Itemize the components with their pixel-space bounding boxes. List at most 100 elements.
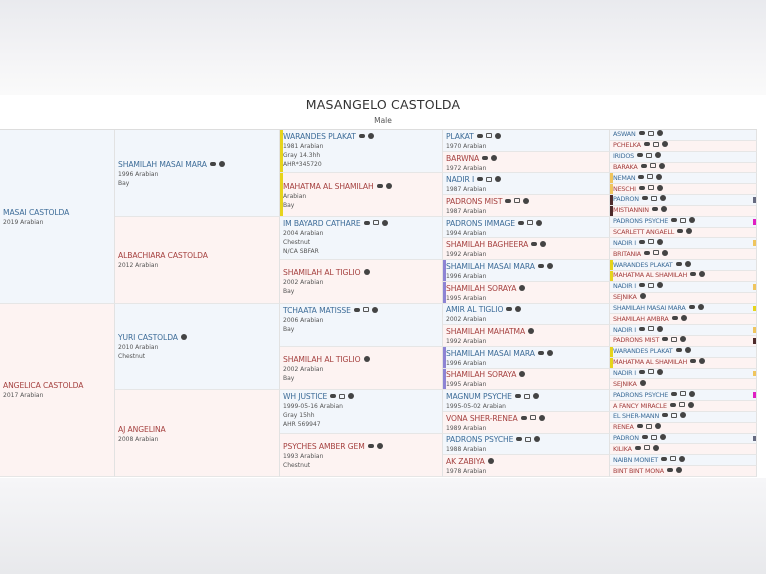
photo-icon[interactable] [643,445,650,451]
comment-icon[interactable] [636,424,643,429]
comment-icon[interactable] [358,134,365,138]
horse-name-link[interactable]: BARAKA [613,162,638,171]
horse-name-link[interactable]: VONA SHER-RENEA [446,413,518,423]
horse-name-link[interactable]: WARANDES PLAKAT [283,132,356,141]
info-icon[interactable] [523,197,530,204]
comment-icon[interactable] [537,263,544,268]
comment-icon[interactable] [638,239,645,244]
info-icon[interactable] [656,173,663,180]
comment-icon[interactable] [367,443,374,448]
photo-icon[interactable] [678,402,685,408]
info-icon[interactable] [538,414,545,421]
comment-icon[interactable] [330,394,337,399]
info-icon[interactable] [381,219,388,226]
photo-icon[interactable] [650,434,657,440]
info-icon[interactable] [689,217,696,224]
horse-name-link[interactable]: BRITANIA [613,249,641,258]
comment-icon[interactable] [353,307,360,312]
comment-icon[interactable] [662,337,669,342]
horse-name-link[interactable]: SCARLETT ANGAELL [613,228,675,237]
comment-icon[interactable] [660,456,667,461]
info-icon[interactable] [659,434,666,441]
photo-icon[interactable] [652,141,659,147]
horse-name-link[interactable]: WH JUSTICE [283,392,328,402]
photo-icon[interactable] [646,152,653,158]
comment-icon[interactable] [677,229,684,234]
horse-name-link[interactable]: BARWNA [446,153,480,163]
info-icon[interactable] [656,282,663,289]
horse-name-link[interactable]: ANGELICA CASTOLDA [3,381,84,391]
info-icon[interactable] [656,325,663,332]
info-icon[interactable] [656,238,663,245]
info-icon[interactable] [656,184,663,191]
info-icon[interactable] [680,336,687,343]
comment-icon[interactable] [537,350,544,355]
info-icon[interactable] [491,154,498,161]
info-icon[interactable] [699,271,706,278]
photo-icon[interactable] [680,217,687,223]
horse-name-link[interactable]: MAHATMA AL SHAMILAH [613,358,688,367]
horse-name-link[interactable]: YURI CASTOLDA [118,333,178,343]
photo-icon[interactable] [339,393,346,399]
comment-icon[interactable] [516,437,523,442]
horse-name-link[interactable]: BINT BINT MONA [613,466,664,475]
info-icon[interactable] [546,349,553,356]
comment-icon[interactable] [518,220,524,225]
info-icon[interactable] [367,133,374,139]
info-icon[interactable] [515,306,522,313]
info-icon[interactable] [363,356,370,363]
horse-name-link[interactable]: NEMAN [613,173,636,182]
info-icon[interactable] [684,347,691,354]
info-icon[interactable] [639,379,646,386]
info-icon[interactable] [675,466,682,473]
info-icon[interactable] [680,314,687,321]
info-icon[interactable] [652,444,659,451]
horse-name-link[interactable]: PADRONS MIST [613,336,660,345]
horse-name-link[interactable]: EL SHER-MANN [613,412,660,421]
info-icon[interactable] [697,303,704,310]
horse-name-link[interactable]: MAHATMA AL SHAMILAH [613,271,688,280]
comment-icon[interactable] [671,391,678,396]
comment-icon[interactable] [688,304,695,309]
photo-icon[interactable] [514,198,521,204]
comment-icon[interactable] [634,445,641,450]
comment-icon[interactable] [675,261,682,266]
photo-icon[interactable] [647,282,654,288]
horse-name-link[interactable]: PSYCHES AMBER GEM [283,441,365,451]
info-icon[interactable] [385,182,392,189]
photo-icon[interactable] [671,412,678,418]
horse-name-link[interactable]: WARANDES PLAKAT [613,347,673,356]
horse-name-link[interactable]: IM BAYARD CATHARE [283,218,361,228]
comment-icon[interactable] [669,402,676,407]
horse-name-link[interactable]: SHAMILAH SORAYA [446,370,517,380]
photo-icon[interactable] [652,250,659,256]
photo-icon[interactable] [647,130,654,136]
photo-icon[interactable] [485,133,492,139]
horse-name-link[interactable]: SHAMILAH MAHATMA [446,327,526,337]
horse-name-link[interactable]: NADIR I [446,175,475,185]
comment-icon[interactable] [514,394,521,399]
comment-icon[interactable] [637,153,644,158]
photo-icon[interactable] [647,185,654,191]
horse-name-link[interactable]: MASAI CASTOLDA [3,207,70,217]
horse-name-link[interactable]: AJ ANGELINA [118,424,166,434]
info-icon[interactable] [655,152,662,159]
photo-icon[interactable] [647,239,654,245]
comment-icon[interactable] [690,359,697,364]
info-icon[interactable] [658,162,665,169]
comment-icon[interactable] [505,198,512,203]
info-icon[interactable] [532,393,539,400]
horse-name-link[interactable]: SHAMILAH SORAYA [446,283,517,293]
horse-name-link[interactable]: NADIR I [613,282,636,291]
comment-icon[interactable] [641,196,648,201]
comment-icon[interactable] [638,283,645,288]
info-icon[interactable] [376,442,383,449]
info-icon[interactable] [656,368,663,375]
horse-name-link[interactable]: SHAMILAH AL TIGLIO [283,355,361,365]
info-icon[interactable] [661,141,668,148]
horse-name-link[interactable]: NESCHI [613,184,636,193]
info-icon[interactable] [540,241,547,248]
info-icon[interactable] [495,176,502,183]
horse-name-link[interactable]: SHAMILAH MASAI MARA [446,348,535,358]
horse-name-link[interactable]: RENEA [613,423,634,432]
